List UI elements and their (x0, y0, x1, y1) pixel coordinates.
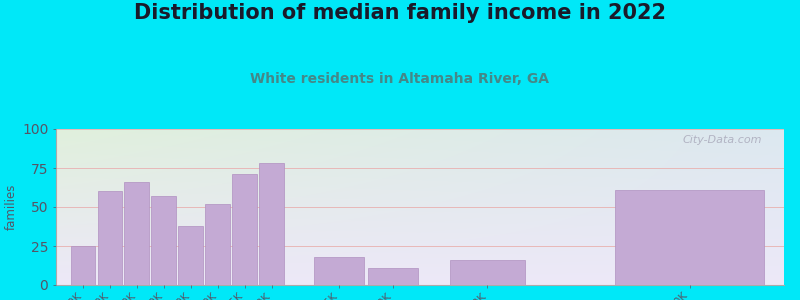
Bar (259, 163, 284, 285)
Bar (178, 226, 203, 285)
Bar (98, 191, 122, 285)
Y-axis label: families: families (5, 184, 18, 230)
Bar (368, 268, 418, 285)
Text: City-Data.com: City-Data.com (682, 135, 762, 145)
Bar (125, 182, 150, 285)
Bar (615, 190, 764, 285)
Text: White residents in Altamaha River, GA: White residents in Altamaha River, GA (250, 72, 550, 86)
Bar (206, 204, 230, 285)
Text: Distribution of median family income in 2022: Distribution of median family income in … (134, 3, 666, 23)
Bar (70, 246, 95, 285)
Bar (232, 174, 257, 285)
Bar (450, 260, 525, 285)
Bar (151, 196, 176, 285)
Bar (314, 257, 364, 285)
